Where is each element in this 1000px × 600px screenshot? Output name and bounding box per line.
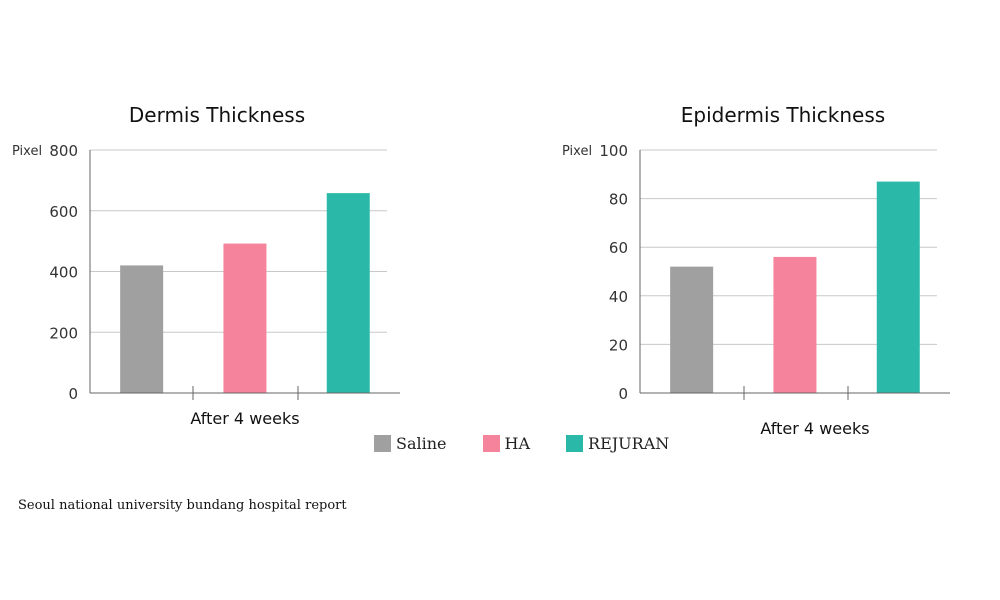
- legend-swatch-saline: [374, 434, 391, 452]
- legend: Saline HA REJURAN: [374, 432, 669, 454]
- epidermis-y-tick-label: 100: [599, 142, 628, 160]
- epidermis-y-axis-label: Pixel: [562, 144, 592, 159]
- epidermis-bar-rejuran: [876, 181, 920, 393]
- dermis-bar-saline: [120, 265, 164, 393]
- dermis-y-tick-label: 200: [49, 324, 78, 342]
- dermis-chart-title: Dermis Thickness: [129, 103, 305, 127]
- dermis-bar-ha: [223, 243, 267, 393]
- dermis-y-axis-label: Pixel: [12, 144, 42, 159]
- legend-label-ha: HA: [504, 433, 531, 453]
- dermis-y-tick-label: 600: [49, 203, 78, 221]
- legend-item-saline: Saline: [374, 434, 447, 453]
- epidermis-bar-ha: [773, 256, 817, 393]
- source-note: Seoul national university bundang hospit…: [18, 498, 347, 513]
- epidermis-chart-title: Epidermis Thickness: [681, 103, 885, 127]
- legend-swatch-rejuran: [566, 434, 584, 452]
- epidermis-bar-saline: [670, 266, 714, 393]
- epidermis-y-tick-label: 40: [609, 288, 628, 306]
- epidermis-y-tick-label: 0: [618, 385, 628, 403]
- legend-label-rejuran: REJURAN: [588, 433, 670, 453]
- legend-item-rejuran: REJURAN: [566, 434, 669, 453]
- dermis-x-axis-label: After 4 weeks: [190, 409, 299, 428]
- epidermis-y-tick-label: 80: [609, 191, 628, 209]
- epidermis-y-tick-label: 60: [609, 239, 628, 257]
- dermis-y-tick-label: 800: [49, 142, 78, 160]
- legend-swatch-ha: [482, 434, 500, 452]
- epidermis-y-tick-label: 20: [609, 336, 628, 354]
- dermis-y-tick-label: 400: [49, 264, 78, 282]
- epidermis-x-axis-label: After 4 weeks: [760, 419, 869, 438]
- legend-item-ha: HA: [482, 433, 531, 453]
- dermis-bar-rejuran: [326, 193, 370, 393]
- legend-label-saline: Saline: [396, 433, 447, 453]
- dermis-y-tick-label: 0: [68, 385, 78, 403]
